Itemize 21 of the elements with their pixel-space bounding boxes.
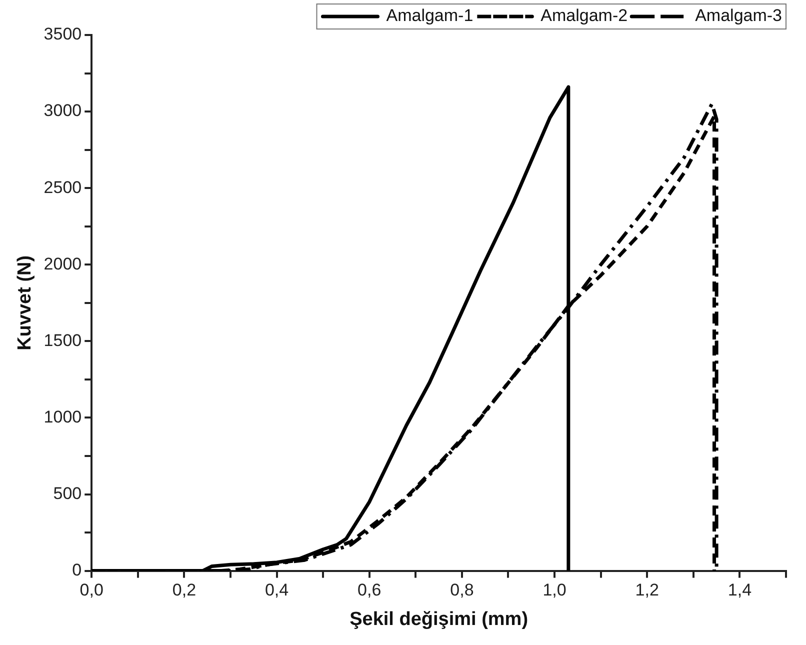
x-tick-label: 1,4 — [728, 580, 752, 600]
y-tick-label: 0 — [72, 560, 82, 580]
x-tick-label: 0,0 — [80, 580, 104, 600]
legend-label: Amalgam-2 — [540, 6, 628, 26]
y-tick-label: 2500 — [44, 178, 82, 197]
legend-label: Amalgam-1 — [386, 6, 474, 26]
y-tick-label: 3000 — [44, 101, 82, 120]
y-tick-label: 1000 — [44, 407, 82, 426]
x-tick-label: 0,4 — [264, 580, 289, 600]
y-tick-label: 2000 — [44, 254, 82, 274]
x-tick-label: 0,2 — [172, 580, 196, 600]
y-tick-label: 3500 — [44, 24, 82, 44]
x-tick-label: 0,8 — [450, 580, 474, 600]
y-axis-title: Kuvvet (N) — [14, 255, 36, 350]
y-tick-label: 500 — [53, 484, 82, 503]
x-tick-label: 1,2 — [635, 580, 659, 600]
x-tick-label: 1,0 — [542, 580, 566, 600]
x-tick-label: 0,6 — [358, 580, 382, 600]
legend-label: Amalgam-3 — [695, 6, 782, 26]
x-axis-title: Şekil değişimi (mm) — [350, 608, 528, 630]
y-tick-label: 1500 — [44, 330, 82, 350]
